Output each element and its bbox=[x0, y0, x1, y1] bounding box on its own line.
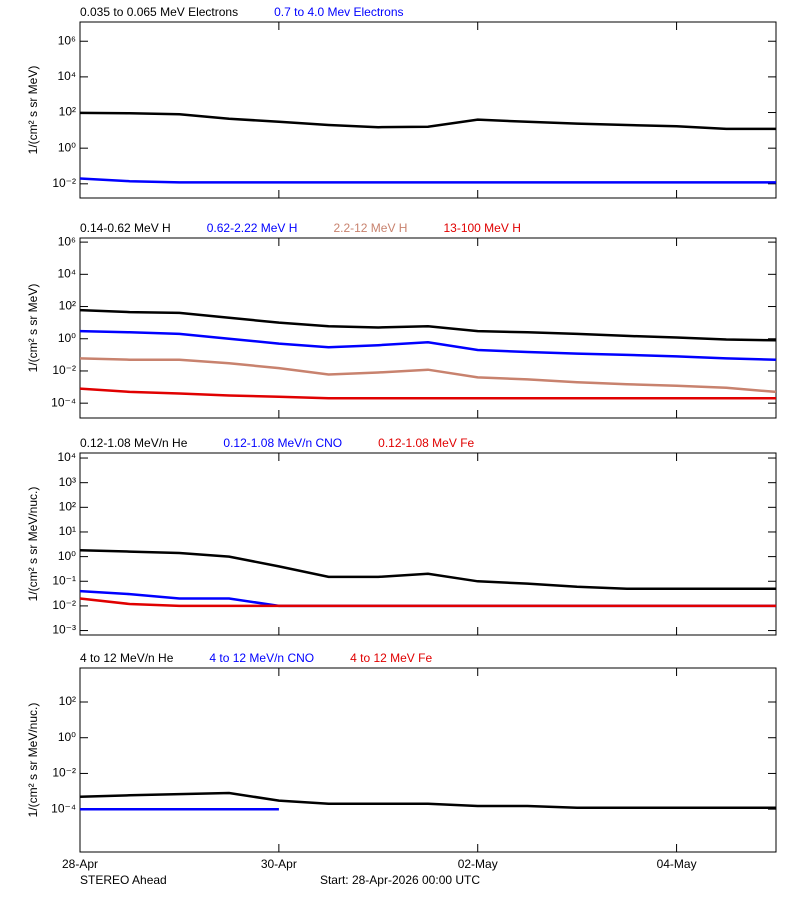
series-line bbox=[79, 549, 776, 590]
x-tick-label: 28-Apr bbox=[62, 857, 98, 871]
y-tick-label: 10¹ bbox=[59, 524, 76, 538]
y-tick-label: 10² bbox=[59, 499, 76, 513]
legend-entry: 0.12-1.08 MeV Fe bbox=[378, 436, 474, 450]
y-tick-label: 10² bbox=[59, 299, 76, 313]
y-axis-label: 1/(cm² s sr MeV) bbox=[26, 66, 40, 155]
series-line bbox=[79, 329, 777, 361]
series-line bbox=[79, 597, 776, 608]
legend-entry: 4 to 12 MeV/n CNO bbox=[209, 651, 314, 665]
series-line bbox=[79, 111, 776, 131]
legend-entry: 2.2-12 MeV H bbox=[333, 221, 407, 235]
series-line bbox=[79, 357, 777, 394]
x-tick-label: 04-May bbox=[657, 857, 697, 871]
spacecraft-label: STEREO Ahead bbox=[80, 873, 167, 887]
y-tick-label: 10⁰ bbox=[58, 140, 76, 154]
legend-entry: 0.12-1.08 MeV/n He bbox=[80, 436, 188, 450]
y-tick-label: 10⁴ bbox=[57, 69, 76, 83]
legend-entry: 0.12-1.08 MeV/n CNO bbox=[223, 436, 342, 450]
legend-entry: 0.7 to 4.0 Mev Electrons bbox=[274, 5, 403, 19]
legend-entry: 0.62-2.22 MeV H bbox=[207, 221, 298, 235]
y-axis-label: 1/(cm² s sr MeV) bbox=[26, 284, 40, 373]
y-tick-label: 10⁻³ bbox=[52, 623, 76, 637]
y-tick-label: 10² bbox=[59, 694, 76, 708]
series-line bbox=[79, 177, 776, 184]
series-line bbox=[79, 589, 776, 608]
y-tick-label: 10⁻² bbox=[52, 176, 76, 190]
y-tick-label: 10⁻² bbox=[52, 363, 76, 377]
x-tick-label: 30-Apr bbox=[261, 857, 297, 871]
y-tick-label: 10⁻¹ bbox=[52, 573, 76, 587]
plot-frame bbox=[79, 21, 777, 199]
plot-frame bbox=[79, 452, 777, 636]
y-tick-label: 10⁴ bbox=[57, 450, 76, 464]
legend-entry: 0.035 to 0.065 MeV Electrons bbox=[80, 5, 238, 19]
y-axis-label: 1/(cm² s sr MeV/nuc.) bbox=[26, 487, 40, 602]
y-axis-label: 1/(cm² s sr MeV/nuc.) bbox=[26, 703, 40, 818]
plot-frame bbox=[79, 237, 777, 419]
legend-entry: 13-100 MeV H bbox=[443, 221, 520, 235]
y-tick-label: 10⁻² bbox=[52, 598, 76, 612]
y-tick-label: 10⁶ bbox=[58, 234, 76, 248]
y-tick-label: 10⁻⁴ bbox=[51, 801, 76, 815]
y-tick-label: 10⁰ bbox=[58, 730, 76, 744]
y-tick-label: 10⁴ bbox=[57, 266, 76, 280]
y-tick-label: 10⁶ bbox=[58, 33, 76, 47]
series-line bbox=[79, 387, 776, 400]
legend-entry: 0.14-0.62 MeV H bbox=[80, 221, 171, 235]
plot-frame bbox=[79, 667, 777, 853]
y-tick-label: 10⁰ bbox=[58, 331, 76, 345]
x-tick-label: 02-May bbox=[458, 857, 498, 871]
legend-entry: 4 to 12 MeV Fe bbox=[350, 651, 432, 665]
y-tick-label: 10⁻² bbox=[52, 766, 76, 780]
y-tick-label: 10² bbox=[59, 105, 76, 119]
y-tick-label: 10⁰ bbox=[58, 549, 76, 563]
series-line bbox=[79, 791, 776, 810]
series-line bbox=[79, 308, 777, 342]
legend-entry: 4 to 12 MeV/n He bbox=[80, 651, 174, 665]
y-tick-label: 10³ bbox=[59, 475, 76, 489]
start-label: Start: 28-Apr-2026 00:00 UTC bbox=[320, 873, 480, 887]
y-tick-label: 10⁻⁴ bbox=[51, 395, 76, 409]
